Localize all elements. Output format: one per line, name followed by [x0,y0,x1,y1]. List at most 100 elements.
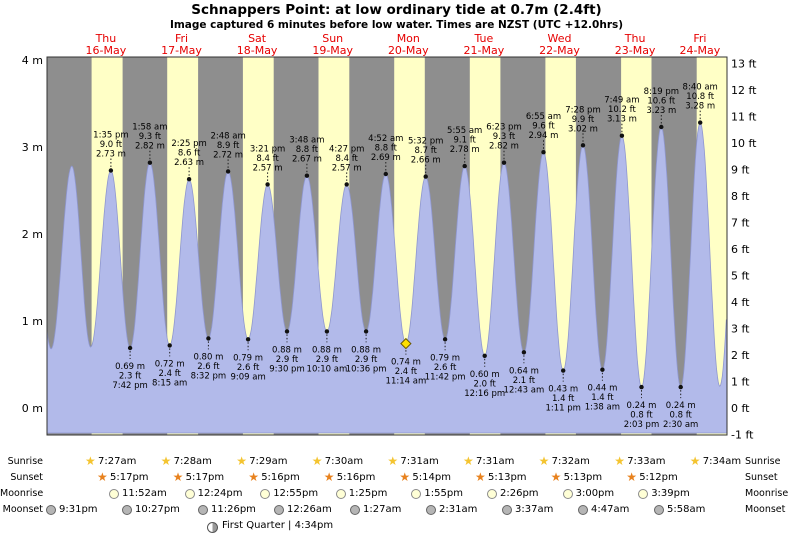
y-axis-label-right: 1 ft [731,376,750,389]
day-label: Wed [548,32,572,45]
high-tide-label: 7:28 pm [565,105,600,115]
moonrise-time: 12:24pm [197,488,243,499]
day-label: Fri [693,32,706,45]
moonset-time: 1:27am [363,504,402,515]
high-tide-label: 2.57 m [253,163,283,173]
high-tide-label: 8.4 ft [335,154,358,164]
sunrise-star-icon: ★ [538,454,550,468]
sunrise-star-icon: ★ [387,454,399,468]
low-tide-marker [600,367,605,372]
moonrise-moon-icon [335,489,346,499]
y-axis-label-right: 2 ft [731,349,750,362]
low-tide-label: 0.64 m [509,366,539,376]
high-tide-marker [580,143,586,148]
high-tide-label: 2:48 am [210,131,245,141]
high-tide-marker [619,133,625,138]
y-axis-label-right: 7 ft [731,216,750,229]
y-axis-label-left: 0 m [22,402,43,415]
high-tide-label: 8.6 ft [178,149,201,159]
chart-border [46,56,728,436]
sunset-time: 5:12pm [639,472,678,483]
low-tide-marker [127,345,133,351]
moonset-label-left: Moonset [2,504,43,515]
low-tide-label: 0.79 m [233,353,263,363]
high-tide-marker [462,163,467,169]
low-tide-label: 0.8 ft [630,411,653,421]
high-tide-label: 9.1 ft [453,136,476,146]
sunrise-time: 7:31am [476,456,515,467]
y-axis-label-right: 10 ft [731,137,757,150]
low-tide-marker [639,384,644,390]
high-tide-label: 2.94 m [529,131,559,141]
low-tide-label: 11:14 am [386,377,427,387]
y-axis-label-left: 4 m [22,54,43,67]
y-axis-label-left: 1 m [22,315,43,328]
moonset-moon-icon [46,505,56,515]
moonrise-time: 1:25pm [348,488,388,499]
low-tide-label: 2.0 ft [473,379,496,389]
high-tide-label: 2.73 m [96,150,126,160]
sunrise-time: 7:30am [324,456,364,467]
high-tide-label: 9.0 ft [100,140,123,150]
moonrise-label-left: Moonrise [0,488,44,499]
moonset-time: 3:37am [515,504,554,515]
moonset-moon-icon [274,505,284,515]
low-tide-label: 0.79 m [430,353,460,363]
moonrise-time: 3:39pm [651,488,690,499]
page-title: Schnappers Point: at low ordinary tide a… [191,2,602,18]
high-tide-label: 8.7 ft [414,146,437,156]
low-tide-marker [482,353,487,358]
high-tide-label: 2:25 pm [171,139,206,149]
low-tide-label: 11:42 pm [425,372,466,382]
moon-phase-text: First Quarter | 4:34pm [222,520,334,531]
low-tide-marker [245,337,251,342]
high-tide-marker [108,168,114,173]
tide-chart: 1:35 pm9.0 ft2.73 m 0.69 m2.3 ft7:42 pm 1:… [22,32,757,442]
high-tide-marker [304,173,310,178]
moonset-moon-icon [198,505,208,515]
sunset-star-icon: ★ [550,470,562,484]
moonset-time: 10:27pm [135,504,180,515]
y-axis-label-right: 9 ft [731,163,750,176]
high-tide-label: 2.82 m [489,142,519,152]
high-tide-label: 2.78 m [450,145,480,155]
low-tide-label: 8:15 am [152,378,187,388]
low-tide-marker [521,350,527,355]
sunrise-star-icon: ★ [614,454,625,468]
moonrise-label-right: Moonrise [745,488,789,499]
y-axis-label-right: -1 ft [731,429,754,442]
moonset-time: 9:31pm [59,504,98,515]
moonset-time: 11:26pm [211,504,256,515]
low-tide-label: 2.4 ft [158,369,181,379]
sunrise-time: 7:32am [551,456,590,467]
y-axis-label-right: 13 ft [731,57,757,70]
high-tide-label: 8.8 ft [375,144,398,154]
sunset-time: 5:17pm [185,472,225,483]
y-axis-label-right: 4 ft [731,296,750,309]
low-tide-label: 0.24 m [627,401,657,411]
low-tide-label: 0.88 m [312,345,342,355]
low-tide-marker [363,329,369,334]
low-tide-label: 7:42 pm [112,381,147,391]
low-tide-label: 10:36 pm [346,364,387,374]
high-tide-label: 5:32 pm [408,137,443,147]
high-tide-label: 3.13 m [607,115,637,125]
low-tide-label: 8:32 pm [191,371,226,381]
low-tide-label: 9:30 pm [269,364,304,374]
date-label: 21-May [464,44,505,57]
low-tide-label: 2.3 ft [119,372,142,382]
sunrise-star-icon: ★ [85,454,96,468]
moonset-moon-icon [426,505,436,515]
high-tide-marker [423,174,428,179]
high-tide-marker [265,182,270,187]
low-tide-label: 0.8 ft [669,411,692,421]
high-tide-label: 1:35 pm [93,131,128,141]
sunset-time: 5:14pm [412,472,451,483]
high-tide-label: 3:21 pm [250,144,285,154]
day-label: Thu [95,32,117,45]
low-tide-marker [561,368,566,373]
low-tide-marker [324,329,330,334]
sunset-star-icon: ★ [172,470,184,484]
low-tide-label: 0.69 m [115,362,145,372]
